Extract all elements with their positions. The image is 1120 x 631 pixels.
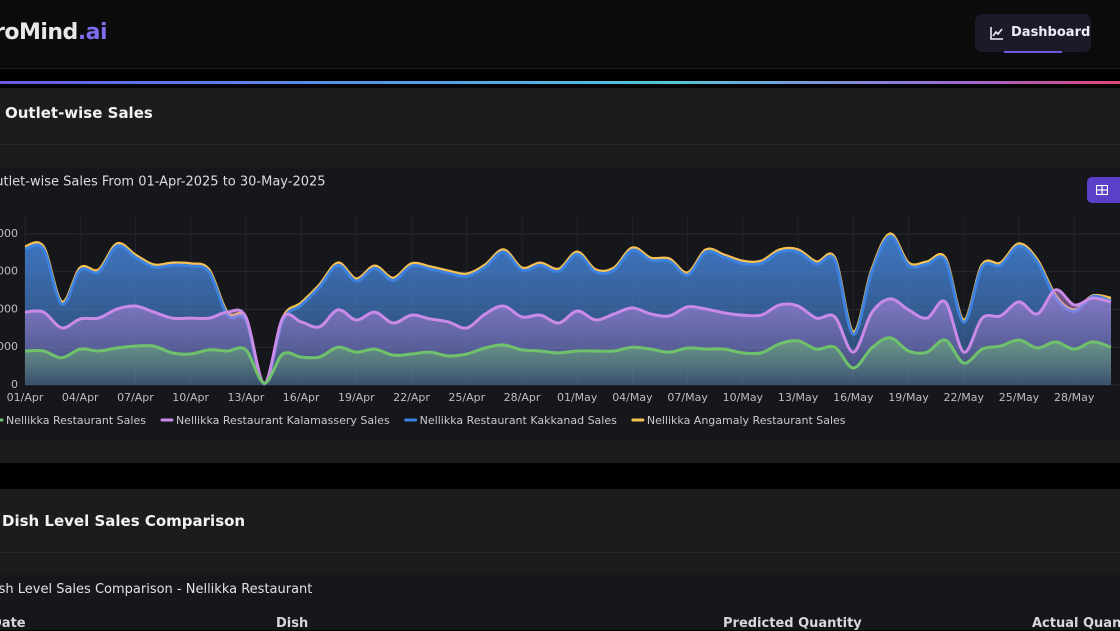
- x-tick-label: 22/May: [944, 391, 985, 404]
- logo-suffix: .ai: [77, 20, 108, 45]
- x-tick-label: 01/Apr: [7, 391, 44, 404]
- y-tick-label: 1000: [0, 340, 18, 353]
- logo-text: roMind: [0, 20, 78, 45]
- chart-card: Outlet-wise Sales From 01-Apr-2025 to 30…: [0, 168, 1120, 440]
- line: [24, 288, 1112, 385]
- x-tick-label: 10/May: [723, 391, 764, 404]
- x-tick-label: 19/Apr: [338, 391, 375, 404]
- y-tick-label: 3000: [0, 265, 18, 278]
- column-header[interactable]: Date: [0, 616, 26, 631]
- x-tick-label: 13/Apr: [228, 391, 265, 404]
- line: [24, 234, 1112, 386]
- x-tick-label: 25/Apr: [448, 391, 485, 404]
- x-tick-label: 16/Apr: [283, 391, 320, 404]
- divider: [0, 552, 1120, 553]
- x-tick-label: 28/May: [1054, 391, 1095, 404]
- x-tick-label: 04/May: [612, 391, 653, 404]
- nav-underline: [1004, 51, 1062, 53]
- x-tick-label: 04/Apr: [62, 391, 99, 404]
- x-tick-label: 10/Apr: [172, 391, 209, 404]
- section-title: Dish Level Sales Comparison: [2, 512, 246, 530]
- chart-icon: [990, 27, 1003, 40]
- table-icon: [1096, 185, 1108, 195]
- x-tick-label: 25/May: [999, 391, 1040, 404]
- column-header[interactable]: Dish: [276, 616, 309, 631]
- chart-title: Outlet-wise Sales From 01-Apr-2025 to 30…: [0, 175, 326, 190]
- section-title: Outlet-wise Sales: [5, 104, 153, 122]
- x-tick-label: 19/May: [888, 391, 929, 404]
- x-tick-label: 22/Apr: [393, 391, 430, 404]
- x-tick-label: 16/May: [833, 391, 874, 404]
- accent-bar: [0, 81, 1120, 84]
- x-tick-label: 07/Apr: [117, 391, 154, 404]
- x-tick-label: 01/May: [557, 391, 598, 404]
- table-title: Dish Level Sales Comparison - Nellikka R…: [0, 582, 313, 597]
- nav-label: Dashboard: [1011, 25, 1091, 40]
- legend-label: Nellikka Restaurant Sales: [6, 414, 146, 427]
- legend-label: Nellikka Restaurant Kalamassery Sales: [176, 414, 390, 427]
- table-card: [0, 575, 1120, 630]
- legend-label: Nellikka Angamaly Restaurant Sales: [647, 414, 846, 427]
- y-tick-label: 4000: [0, 227, 18, 240]
- x-tick-label: 28/Apr: [504, 391, 541, 404]
- nav-button[interactable]: Dashboard: [975, 14, 1091, 52]
- column-header[interactable]: Actual Quantity: [1032, 616, 1120, 631]
- y-tick-label: 2000: [0, 302, 18, 315]
- x-tick-label: 13/May: [778, 391, 819, 404]
- y-tick-label: 0: [11, 378, 18, 391]
- divider: [0, 144, 1120, 145]
- chart: Outlet-wise Sales From 01-Apr-2025 to 30…: [0, 175, 1120, 427]
- area: [25, 337, 1111, 385]
- line: [24, 336, 1112, 385]
- table-view-button[interactable]: [1087, 177, 1120, 203]
- x-tick-label: 07/May: [667, 391, 708, 404]
- column-header[interactable]: Predicted Quantity: [723, 616, 862, 631]
- legend-label: Nellikka Restaurant Kakkanad Sales: [420, 414, 617, 427]
- top-bar: roMind.ai Dashboard: [0, 0, 1120, 69]
- logo[interactable]: roMind.ai: [0, 20, 108, 45]
